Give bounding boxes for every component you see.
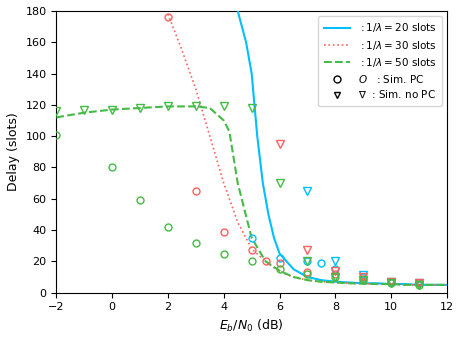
Y-axis label: Delay (slots): Delay (slots) bbox=[7, 113, 20, 191]
Legend: $: 1/\lambda = 20$ slots, $: 1/\lambda = 30$ slots, $: 1/\lambda = 50$ slots, $O: $: 1/\lambda = 20$ slots, $: 1/\lambda =… bbox=[318, 16, 442, 106]
X-axis label: $E_b/N_0$ (dB): $E_b/N_0$ (dB) bbox=[219, 318, 284, 334]
